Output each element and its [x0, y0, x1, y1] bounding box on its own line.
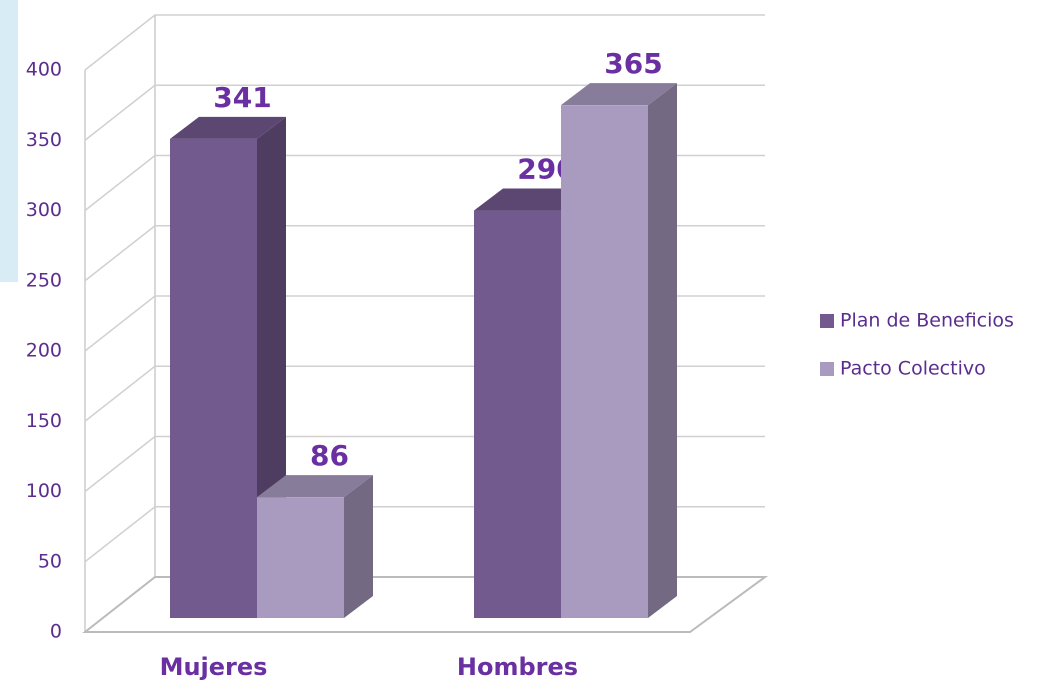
legend-label: Pacto Colectivo	[840, 358, 986, 380]
bar-side	[344, 475, 373, 618]
decor-stripe	[0, 0, 18, 282]
y-tick-label: 250	[26, 269, 62, 291]
bar-top	[561, 83, 677, 106]
y-tick-label: 200	[26, 340, 62, 362]
y-tick-label: 50	[38, 550, 62, 572]
bar	[257, 497, 344, 618]
legend-swatch	[820, 362, 834, 376]
y-tick-label: 100	[26, 480, 62, 502]
bar	[561, 105, 648, 619]
legend-label: Plan de Beneficios	[840, 310, 1014, 332]
x-tick-label: Hombres	[457, 653, 578, 681]
grid-line	[84, 84, 765, 141]
data-label: 341	[213, 81, 271, 114]
floor	[82, 576, 769, 633]
y-tick-label: 0	[50, 621, 62, 643]
legend-swatch	[820, 314, 834, 328]
data-label: 365	[604, 47, 662, 80]
y-tick-label: 350	[26, 129, 62, 151]
bar	[474, 210, 561, 619]
y-tick-label: 400	[26, 59, 62, 81]
bar-top	[170, 116, 286, 139]
bar	[170, 138, 257, 618]
bar-side	[648, 83, 677, 619]
bar-top	[257, 475, 373, 498]
grid-line	[84, 14, 765, 71]
y-tick-label: 150	[26, 410, 62, 432]
y-tick-label: 300	[26, 199, 62, 221]
data-label: 86	[310, 439, 349, 472]
x-tick-label: Mujeres	[160, 653, 268, 681]
